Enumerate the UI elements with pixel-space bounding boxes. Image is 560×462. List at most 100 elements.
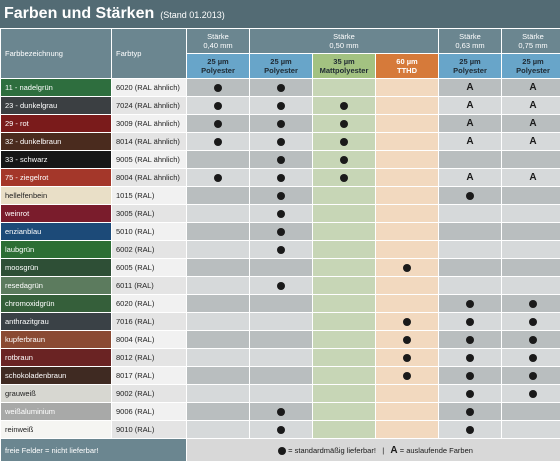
dot-icon	[529, 354, 537, 362]
table-row: 29 - rot 3009 (RAL ähnlich) A A	[1, 115, 560, 132]
color-name-cell: weißaluminium	[1, 403, 111, 420]
color-table: Farbbezeichnung Farbtyp Stärke 0,40 mm S…	[0, 28, 560, 462]
table-row: 75 - ziegelrot 8004 (RAL ähnlich) A A	[1, 169, 560, 186]
header-group-thickness: 0,75 mm	[518, 41, 548, 50]
header-group-thickness: 0,63 mm	[455, 41, 485, 50]
a-symbol-icon: A	[466, 136, 474, 147]
availability-cell: A	[502, 169, 560, 186]
availability-cell	[187, 205, 249, 222]
availability-cell	[250, 313, 312, 330]
color-name-cell: hellelfenbein	[1, 187, 111, 204]
availability-cell	[250, 133, 312, 150]
availability-cell	[502, 187, 560, 204]
header-group-label: Stärke	[522, 32, 544, 41]
table-row: resedagrün 6011 (RAL)	[1, 277, 560, 294]
color-type-cell: 3005 (RAL)	[112, 205, 186, 222]
availability-cell	[376, 295, 438, 312]
availability-cell	[250, 187, 312, 204]
a-symbol-icon: A	[466, 172, 474, 183]
sub-header-line: Mattpolyester	[319, 66, 369, 75]
availability-cell	[313, 277, 375, 294]
table-row: weißaluminium 9006 (RAL)	[1, 403, 560, 420]
sub-header-line: Polyester	[516, 66, 550, 75]
table-row: enzianblau 5010 (RAL)	[1, 223, 560, 240]
sub-header-line: Polyester	[201, 66, 235, 75]
table-body: 11 - nadelgrün 6020 (RAL ähnlich) A A 23 - d…	[1, 79, 560, 438]
sub-header: 25 µm Polyester	[439, 54, 501, 78]
availability-cell	[376, 421, 438, 438]
availability-cell	[502, 151, 560, 168]
availability-cell	[187, 385, 249, 402]
table-row: weinrot 3005 (RAL)	[1, 205, 560, 222]
availability-cell	[439, 241, 501, 258]
color-type-cell: 7024 (RAL ähnlich)	[112, 97, 186, 114]
dot-icon	[277, 156, 285, 164]
table-row: 11 - nadelgrün 6020 (RAL ähnlich) A A	[1, 79, 560, 96]
table-row: 33 - schwarz 9005 (RAL ähnlich)	[1, 151, 560, 168]
availability-cell	[376, 115, 438, 132]
color-name-cell: chromoxidgrün	[1, 295, 111, 312]
sub-header-line: TTHD	[397, 66, 417, 75]
availability-cell	[376, 205, 438, 222]
availability-cell	[187, 133, 249, 150]
dot-icon	[466, 354, 474, 362]
availability-cell	[376, 133, 438, 150]
availability-cell	[313, 259, 375, 276]
availability-cell	[313, 403, 375, 420]
availability-cell: A	[502, 79, 560, 96]
color-type-cell: 3009 (RAL ähnlich)	[112, 115, 186, 132]
availability-cell	[502, 205, 560, 222]
dot-icon	[466, 372, 474, 380]
availability-cell	[250, 403, 312, 420]
availability-cell	[502, 367, 560, 384]
availability-cell	[313, 151, 375, 168]
a-symbol-icon: A	[529, 118, 537, 129]
dot-icon	[214, 138, 222, 146]
availability-cell: A	[439, 133, 501, 150]
dot-icon	[277, 192, 285, 200]
color-type-cell: 7016 (RAL)	[112, 313, 186, 330]
availability-cell	[439, 277, 501, 294]
availability-cell	[313, 241, 375, 258]
availability-cell	[250, 367, 312, 384]
availability-cell	[187, 187, 249, 204]
availability-cell	[250, 295, 312, 312]
dot-icon	[529, 300, 537, 308]
a-symbol-icon: A	[466, 118, 474, 129]
availability-cell	[502, 421, 560, 438]
availability-cell: A	[502, 115, 560, 132]
page-subtitle: (Stand 01.2013)	[160, 10, 225, 20]
color-type-cell: 8012 (RAL)	[112, 349, 186, 366]
header-group-label: Stärke	[333, 32, 355, 41]
availability-cell: A	[502, 133, 560, 150]
color-type-cell: 9010 (RAL)	[112, 421, 186, 438]
availability-cell	[376, 385, 438, 402]
availability-cell	[313, 187, 375, 204]
color-name-cell: 33 - schwarz	[1, 151, 111, 168]
color-type-cell: 1015 (RAL)	[112, 187, 186, 204]
sub-header-line: 35 µm	[333, 57, 355, 66]
availability-cell	[313, 367, 375, 384]
availability-cell	[250, 223, 312, 240]
availability-cell	[502, 295, 560, 312]
table-row: chromoxidgrün 6020 (RAL)	[1, 295, 560, 312]
availability-cell	[250, 421, 312, 438]
availability-cell	[502, 385, 560, 402]
availability-cell	[439, 331, 501, 348]
availability-cell	[187, 349, 249, 366]
color-type-cell: 8004 (RAL ähnlich)	[112, 169, 186, 186]
header-name: Farbbezeichnung	[1, 29, 111, 78]
availability-cell	[187, 331, 249, 348]
availability-cell	[313, 349, 375, 366]
availability-cell	[313, 331, 375, 348]
dot-icon	[340, 120, 348, 128]
dot-icon	[466, 408, 474, 416]
dot-icon	[277, 282, 285, 290]
availability-cell	[376, 259, 438, 276]
sub-header: 60 µm TTHD	[376, 54, 438, 78]
a-symbol-icon: A	[529, 136, 537, 147]
availability-cell	[376, 169, 438, 186]
availability-cell	[376, 349, 438, 366]
color-name-cell: resedagrün	[1, 277, 111, 294]
